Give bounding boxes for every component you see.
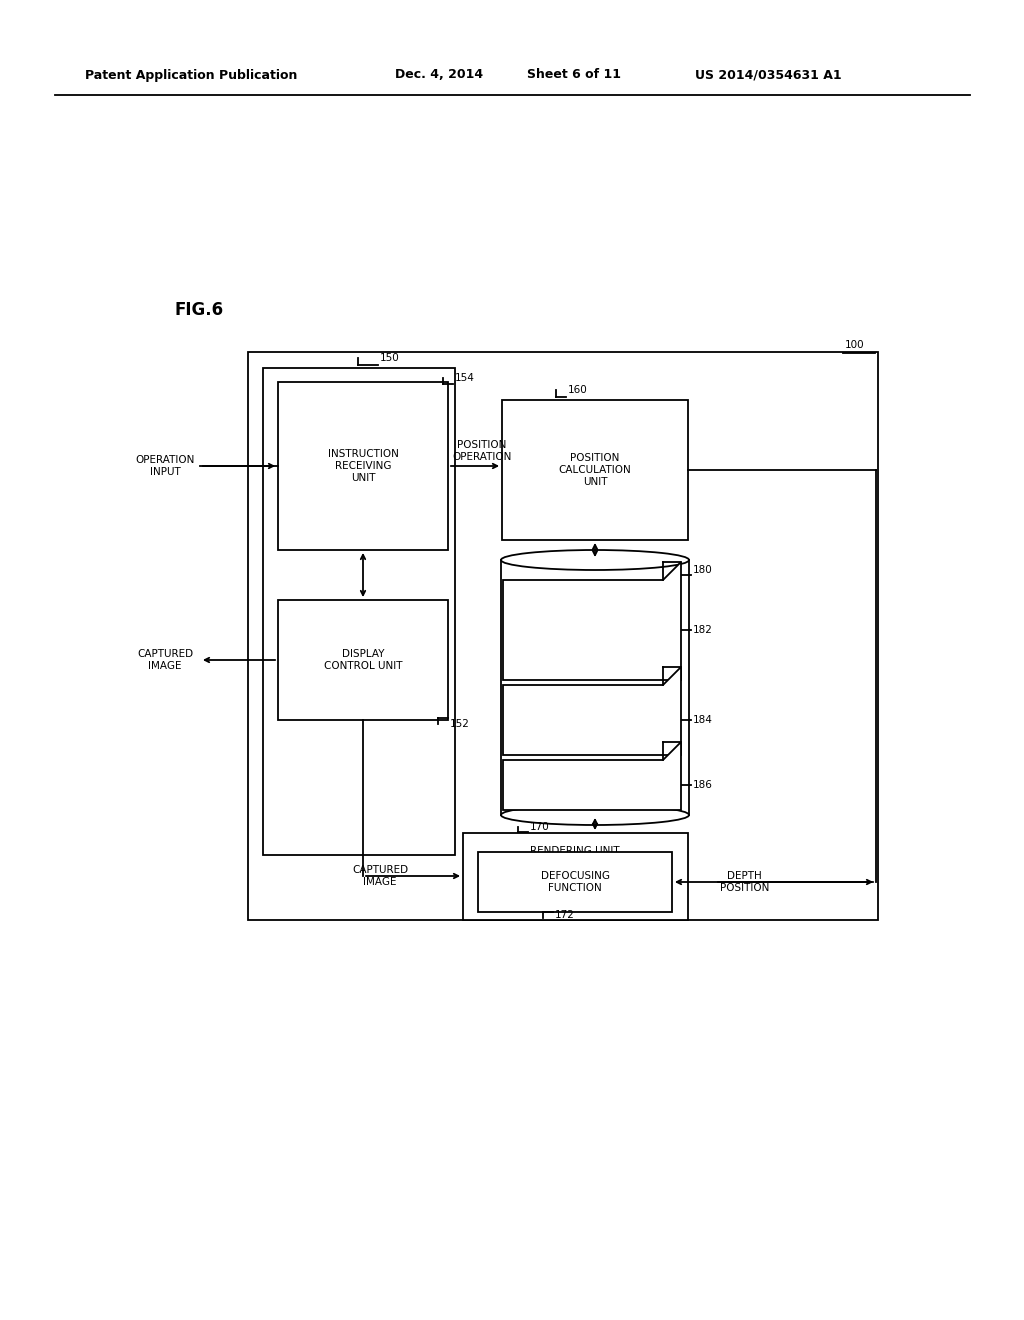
Text: VIRTUAL
CAMERA
DEFINITION
DATA: VIRTUAL CAMERA DEFINITION DATA: [565, 764, 618, 805]
Ellipse shape: [501, 550, 689, 570]
Bar: [263, 368, 455, 855]
Text: Sheet 6 of 11: Sheet 6 of 11: [527, 69, 621, 82]
Text: 172: 172: [555, 909, 574, 920]
Ellipse shape: [501, 805, 689, 825]
Text: RENDERING UNIT: RENDERING UNIT: [530, 846, 620, 855]
Text: Dec. 4, 2014: Dec. 4, 2014: [395, 69, 483, 82]
Text: CAPTURED
IMAGE: CAPTURED IMAGE: [352, 865, 408, 887]
Text: OPERATION
INPUT: OPERATION INPUT: [135, 455, 195, 477]
Text: 100: 100: [845, 341, 864, 350]
Text: INSTRUCTION
RECEIVING
UNIT: INSTRUCTION RECEIVING UNIT: [328, 449, 398, 483]
Text: 186: 186: [693, 780, 713, 789]
Polygon shape: [503, 562, 681, 680]
Text: DEFOCUSING
FUNCTION: DEFOCUSING FUNCTION: [541, 871, 609, 892]
Text: Patent Application Publication: Patent Application Publication: [85, 69, 297, 82]
Bar: [478, 851, 672, 912]
Text: 160: 160: [568, 385, 588, 395]
Bar: [502, 400, 688, 540]
Polygon shape: [503, 667, 681, 755]
Text: POSITION
OPERATION: POSITION OPERATION: [453, 440, 512, 462]
Text: 154: 154: [455, 374, 475, 383]
Text: 152: 152: [450, 719, 470, 729]
Text: 170: 170: [530, 822, 550, 832]
Polygon shape: [503, 742, 681, 810]
Bar: [278, 601, 449, 719]
Text: CAPTURED
IMAGE: CAPTURED IMAGE: [137, 649, 194, 671]
Text: POSITION
CALCULATION
UNIT: POSITION CALCULATION UNIT: [559, 453, 632, 487]
Text: DEPTH
POSITION: DEPTH POSITION: [720, 871, 769, 892]
Text: US 2014/0354631 A1: US 2014/0354631 A1: [695, 69, 842, 82]
Text: 184: 184: [693, 715, 713, 725]
Bar: [248, 352, 878, 920]
Bar: [463, 833, 688, 920]
Text: OBJECT
DEFINITION
DATA: OBJECT DEFINITION DATA: [565, 705, 618, 735]
Bar: [278, 381, 449, 550]
Text: FIG.6: FIG.6: [175, 301, 224, 319]
Text: 182: 182: [693, 624, 713, 635]
Text: DISPLAY
CONTROL UNIT: DISPLAY CONTROL UNIT: [324, 649, 402, 671]
Text: 150: 150: [380, 352, 399, 363]
Text: 180: 180: [693, 565, 713, 576]
Text: VIRTUAL
SPACE
DEFINITION
DATA: VIRTUAL SPACE DEFINITION DATA: [565, 610, 618, 651]
